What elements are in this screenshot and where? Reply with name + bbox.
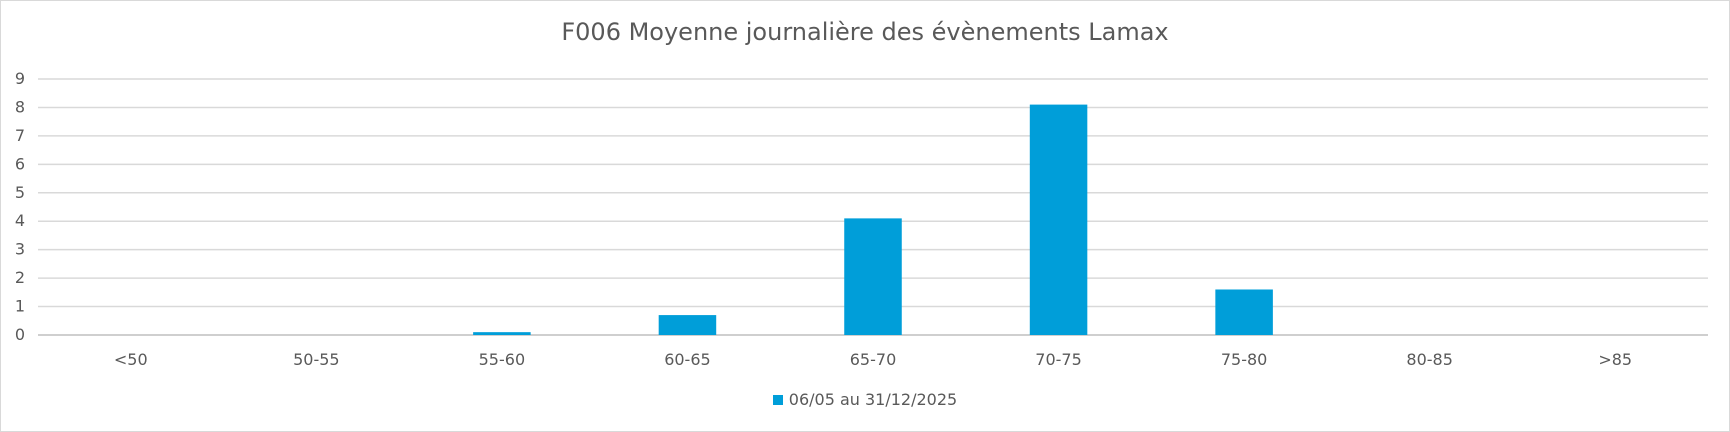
y-tick-label: 8 [15,97,25,116]
legend-swatch [772,394,783,405]
legend: 06/05 au 31/12/2025 [0,390,1730,409]
x-tick-label: <50 [114,350,148,369]
y-tick-label: 5 [15,183,25,202]
axes: 0 1 2 3 4 5 6 7 8 9 <50 50-55 55-60 60-65 65-70 70-75 75… [15,69,1632,369]
bar [844,218,902,335]
x-tick-label: >85 [1598,350,1632,369]
y-tick-label: 3 [15,240,25,259]
y-tick-label: 1 [15,297,25,316]
bars [473,104,1273,335]
bar [1029,104,1088,335]
y-tick-label: 6 [15,154,25,173]
x-tick-label: 50-55 [293,350,340,369]
y-tick-label: 7 [15,126,25,145]
x-tick-label: 70-75 [1035,350,1082,369]
y-tick-label: 9 [15,69,25,88]
x-tick-label: 80-85 [1406,350,1453,369]
y-tick-label: 0 [15,325,25,344]
y-tick-label: 2 [15,268,25,287]
x-tick-label: 60-65 [664,350,711,369]
y-tick-label: 4 [15,211,25,230]
legend-label: 06/05 au 31/12/2025 [788,390,958,409]
bar [658,315,717,335]
x-tick-label: 55-60 [479,350,526,369]
bar [1215,289,1273,335]
bar [473,332,531,335]
x-tick-label: 75-80 [1221,350,1268,369]
x-tick-label: 65-70 [850,350,897,369]
chart-title: F006 Moyenne journalière des évènements … [561,18,1169,46]
